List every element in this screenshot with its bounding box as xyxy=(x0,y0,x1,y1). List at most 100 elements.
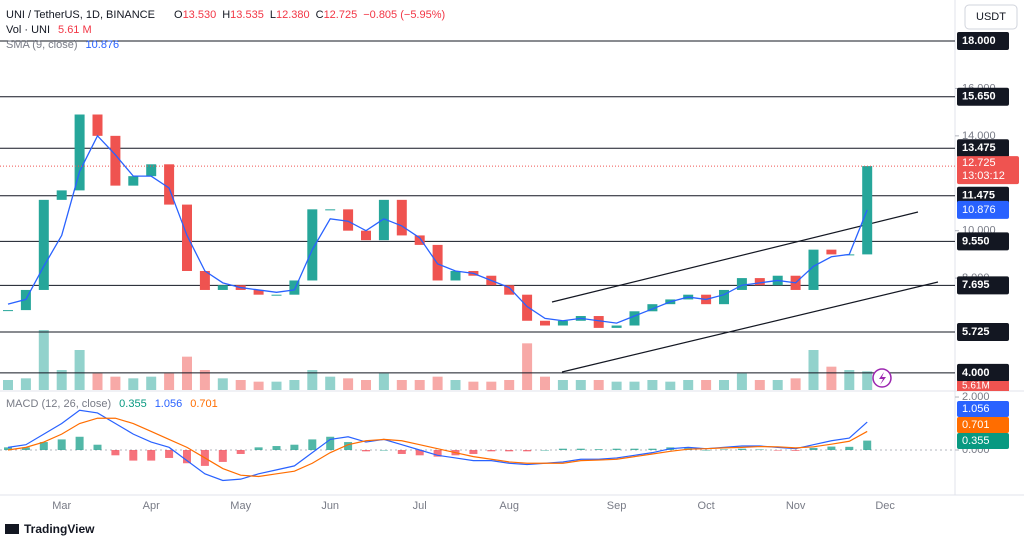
change: −0.805 (−5.95%) xyxy=(363,9,445,21)
histogram-bar xyxy=(4,447,12,451)
histogram-bar xyxy=(648,448,657,451)
volume-bar xyxy=(3,380,13,390)
histogram-bar xyxy=(523,450,532,452)
volume-bar xyxy=(325,376,336,390)
histogram-bar xyxy=(362,450,370,452)
histogram-bar xyxy=(737,448,746,451)
histogram-bar xyxy=(415,450,424,456)
x-tick-label: Jun xyxy=(321,500,339,512)
level-label-box xyxy=(957,32,1009,51)
histogram-bar xyxy=(93,444,102,451)
volume-label: 5.61M xyxy=(962,381,990,392)
x-tick-label: Nov xyxy=(786,500,806,512)
volume-bar xyxy=(164,373,175,390)
currency-button[interactable] xyxy=(964,4,1018,30)
legend-row: Vol · UNI 5.61 M xyxy=(6,24,92,36)
volume-bar xyxy=(468,381,479,390)
volume-bar xyxy=(575,380,586,390)
histogram-bar xyxy=(344,442,353,451)
volume-bar xyxy=(378,373,389,390)
volume-bar xyxy=(862,371,873,390)
histogram-bar xyxy=(39,442,48,451)
candle xyxy=(325,209,336,211)
volume-bar xyxy=(790,378,801,390)
volume-bar xyxy=(736,373,747,390)
volume-bar xyxy=(414,380,425,390)
volume-bar xyxy=(56,370,67,390)
volume-bar xyxy=(754,380,765,390)
macd-label: 0.701 xyxy=(962,419,990,431)
histogram-bar xyxy=(612,448,621,451)
volume-bar xyxy=(253,381,264,390)
volume-bar xyxy=(235,380,246,390)
volume-bar xyxy=(343,378,354,390)
histogram-bar xyxy=(147,450,156,461)
sma-label-box xyxy=(957,200,1009,219)
candle xyxy=(253,289,264,295)
histogram-bar xyxy=(720,449,728,451)
currency[interactable]: USDT xyxy=(976,11,1006,23)
candle xyxy=(504,285,515,295)
volume-bar xyxy=(719,380,729,390)
volume-bar xyxy=(593,380,604,390)
volume-bar xyxy=(92,373,103,390)
histogram-bar xyxy=(827,446,836,451)
candle xyxy=(540,320,550,326)
level-label-box xyxy=(957,139,1009,158)
volume-name: Vol · UNI xyxy=(6,24,50,36)
level-label: 4.000 xyxy=(962,367,990,379)
ohlc-value: 13.530 xyxy=(183,9,217,21)
sma-line xyxy=(7,134,868,324)
volume-bar xyxy=(110,376,121,390)
volume-bar xyxy=(74,350,85,390)
histogram-bar xyxy=(254,447,263,451)
histogram-bar xyxy=(57,439,66,451)
candle xyxy=(396,199,407,236)
volume-bar xyxy=(522,343,533,390)
volume-bar xyxy=(271,381,282,390)
level-label: 5.725 xyxy=(962,326,990,338)
macd-line xyxy=(7,417,868,478)
candle xyxy=(754,278,765,286)
candle xyxy=(307,209,318,281)
candle xyxy=(719,289,729,305)
macd-label: 1.056 xyxy=(962,403,990,415)
x-tick-label: Dec xyxy=(875,500,895,512)
candle xyxy=(808,249,819,290)
candle xyxy=(271,294,282,296)
macd-label-box xyxy=(957,417,1009,433)
histogram-bar xyxy=(541,450,549,451)
histogram-bar xyxy=(290,444,299,451)
price-label: 12.725 xyxy=(962,157,996,169)
candle xyxy=(361,230,371,241)
macd-label: 0.355 xyxy=(962,435,990,447)
candle xyxy=(289,280,300,295)
candle xyxy=(611,325,622,328)
x-tick-label: Jul xyxy=(413,500,427,512)
legend-row: MACD (12, 26, close) 0.355 1.056 0.701 xyxy=(6,398,218,410)
brand: TradingView xyxy=(24,522,95,536)
x-tick-label: Apr xyxy=(143,500,160,512)
x-tick-label: Oct xyxy=(698,500,715,512)
volume-bar xyxy=(128,378,139,390)
candle xyxy=(450,270,461,281)
macd-label-box xyxy=(957,433,1009,449)
y-tick-label: 2.000 xyxy=(962,391,990,403)
ohlc-key: L xyxy=(270,9,276,21)
volume-bar xyxy=(665,381,676,390)
candle xyxy=(432,244,443,281)
level-label: 11.475 xyxy=(962,190,995,202)
candle xyxy=(74,114,85,191)
sma-label: 10.876 xyxy=(962,204,996,216)
candle xyxy=(826,249,837,255)
histogram-bar xyxy=(165,450,174,458)
ohlc-value: 12.725 xyxy=(324,9,358,21)
histogram-bar xyxy=(218,450,227,462)
alert-bolt xyxy=(879,372,886,385)
sma-value: 10.876 xyxy=(86,39,120,51)
macd-label-box xyxy=(957,401,1009,417)
histogram-bar xyxy=(183,450,191,464)
histogram-bar xyxy=(630,448,639,451)
histogram-bar xyxy=(791,450,800,451)
